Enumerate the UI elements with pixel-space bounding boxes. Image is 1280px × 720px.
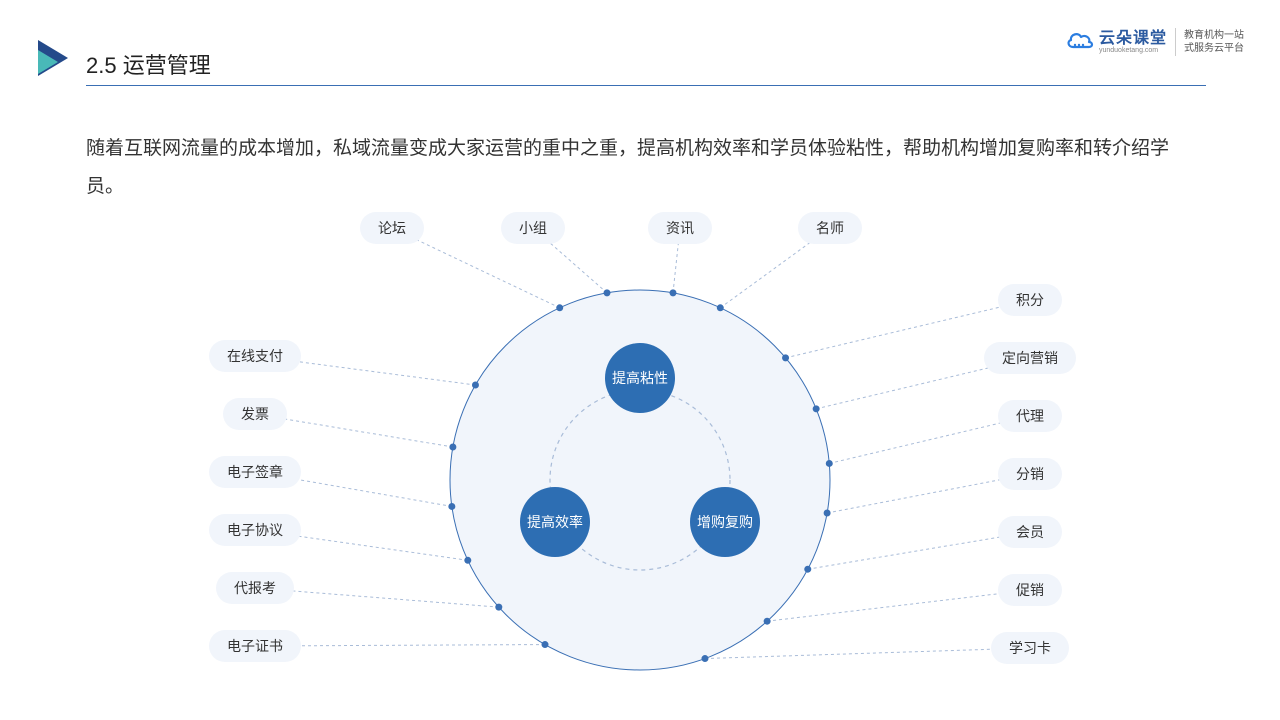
- center-node-sticky: 提高粘性: [605, 343, 675, 413]
- pill-ecert: 电子证书: [209, 630, 301, 662]
- pill-points: 积分: [998, 284, 1062, 316]
- pill-distrib: 分销: [998, 458, 1062, 490]
- header-triangle-icon: [36, 38, 76, 83]
- pill-group: 小组: [501, 212, 565, 244]
- logo-divider: [1175, 28, 1176, 56]
- center-node-repurchase: 增购复购: [690, 487, 760, 557]
- pill-eagree: 电子协议: [209, 514, 301, 546]
- title-underline: [86, 85, 1206, 86]
- logo-brand-text: 云朵课堂: [1099, 31, 1167, 47]
- body-paragraph: 随着互联网流量的成本增加，私域流量变成大家运营的重中之重，提高机构效率和学员体验…: [86, 130, 1196, 206]
- pill-onlinepay: 在线支付: [209, 340, 301, 372]
- section-title: 2.5 运营管理: [86, 48, 211, 80]
- pill-proxyexam: 代报考: [216, 572, 294, 604]
- pill-esign: 电子签章: [209, 456, 301, 488]
- pill-invoice: 发票: [223, 398, 287, 430]
- pill-forum: 论坛: [360, 212, 424, 244]
- logo-brand-en: yunduoketang.com: [1099, 47, 1167, 54]
- pill-studycard: 学习卡: [991, 632, 1069, 664]
- pill-news: 资讯: [648, 212, 712, 244]
- logo-tagline-1: 教育机构一站: [1184, 29, 1244, 42]
- pill-marketing: 定向营销: [984, 342, 1076, 374]
- section-title-text: 运营管理: [123, 53, 211, 78]
- cloud-icon: [1065, 29, 1095, 56]
- pill-agent: 代理: [998, 400, 1062, 432]
- logo-tagline-2: 式服务云平台: [1184, 42, 1244, 55]
- pill-member: 会员: [998, 516, 1062, 548]
- pill-teacher: 名师: [798, 212, 862, 244]
- center-node-efficiency: 提高效率: [520, 487, 590, 557]
- pill-promo: 促销: [998, 574, 1062, 606]
- section-number: 2.5: [86, 53, 117, 78]
- brand-logo: 云朵课堂 yunduoketang.com 教育机构一站 式服务云平台: [1065, 28, 1244, 56]
